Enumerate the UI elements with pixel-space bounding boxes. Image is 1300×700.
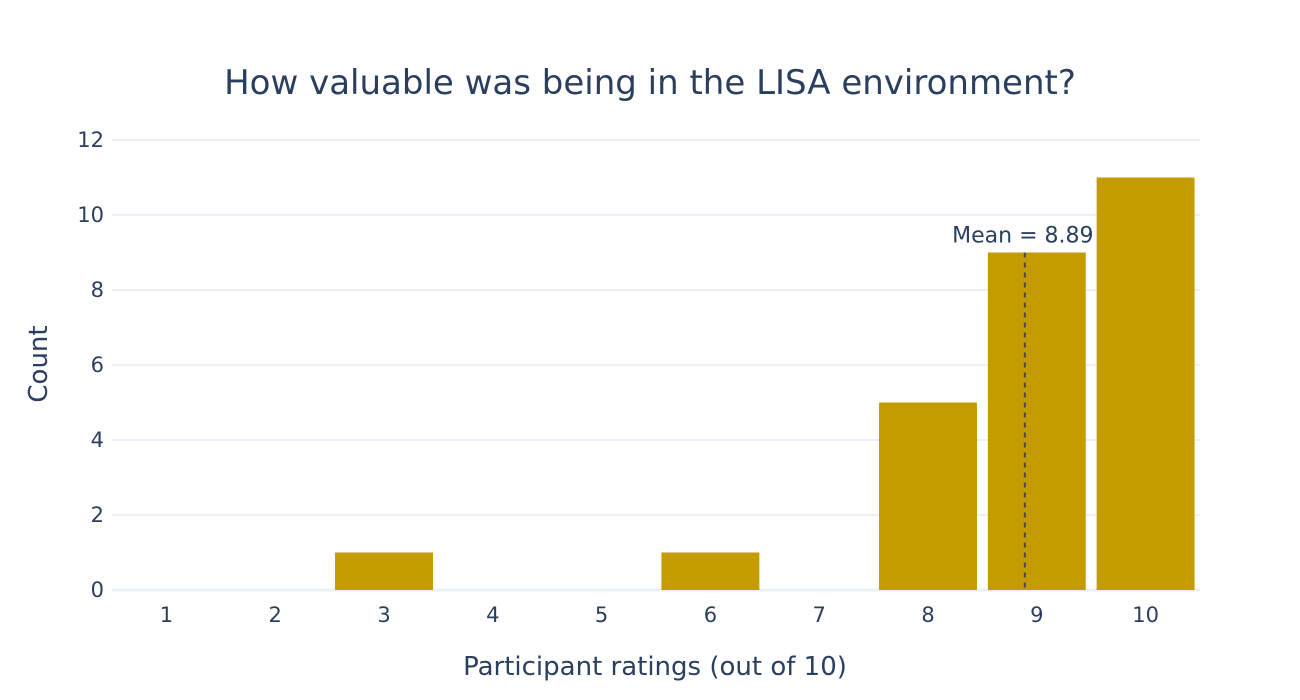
mean-label: Mean = 8.89 — [952, 224, 1093, 249]
bar-8 — [879, 402, 977, 590]
x-tick-label: 9 — [1030, 603, 1043, 627]
bars — [335, 177, 1195, 590]
x-tick-label: 5 — [595, 603, 608, 627]
x-tick-label: 8 — [921, 603, 934, 627]
y-tick-label: 4 — [91, 428, 104, 452]
y-tick-label: 6 — [91, 353, 104, 377]
x-tick-labels: 1 2 3 4 5 6 7 8 9 10 — [160, 603, 1159, 627]
y-tick-label: 12 — [77, 128, 104, 152]
x-tick-label: 2 — [269, 603, 282, 627]
y-tick-labels: 0 2 4 6 8 10 12 — [77, 128, 104, 602]
x-tick-label: 7 — [813, 603, 826, 627]
x-tick-label: 10 — [1132, 603, 1159, 627]
bar-9 — [987, 252, 1086, 590]
x-tick-label: 6 — [704, 603, 717, 627]
x-tick-label: 4 — [486, 603, 499, 627]
bar-3 — [335, 552, 433, 590]
chart-title: How valuable was being in the LISA envir… — [224, 63, 1076, 103]
x-tick-label: 3 — [377, 603, 390, 627]
mean-marker: Mean = 8.89 — [952, 224, 1094, 590]
x-tick-label: 1 — [160, 603, 173, 627]
x-axis-title: Participant ratings (out of 10) — [463, 652, 847, 682]
y-tick-label: 2 — [91, 503, 104, 527]
y-tick-label: 8 — [91, 278, 104, 302]
y-tick-label: 0 — [91, 578, 104, 602]
y-axis-title: Count — [24, 325, 54, 402]
bar-6 — [661, 552, 760, 590]
y-tick-label: 10 — [77, 203, 104, 227]
bar-10 — [1096, 177, 1195, 590]
